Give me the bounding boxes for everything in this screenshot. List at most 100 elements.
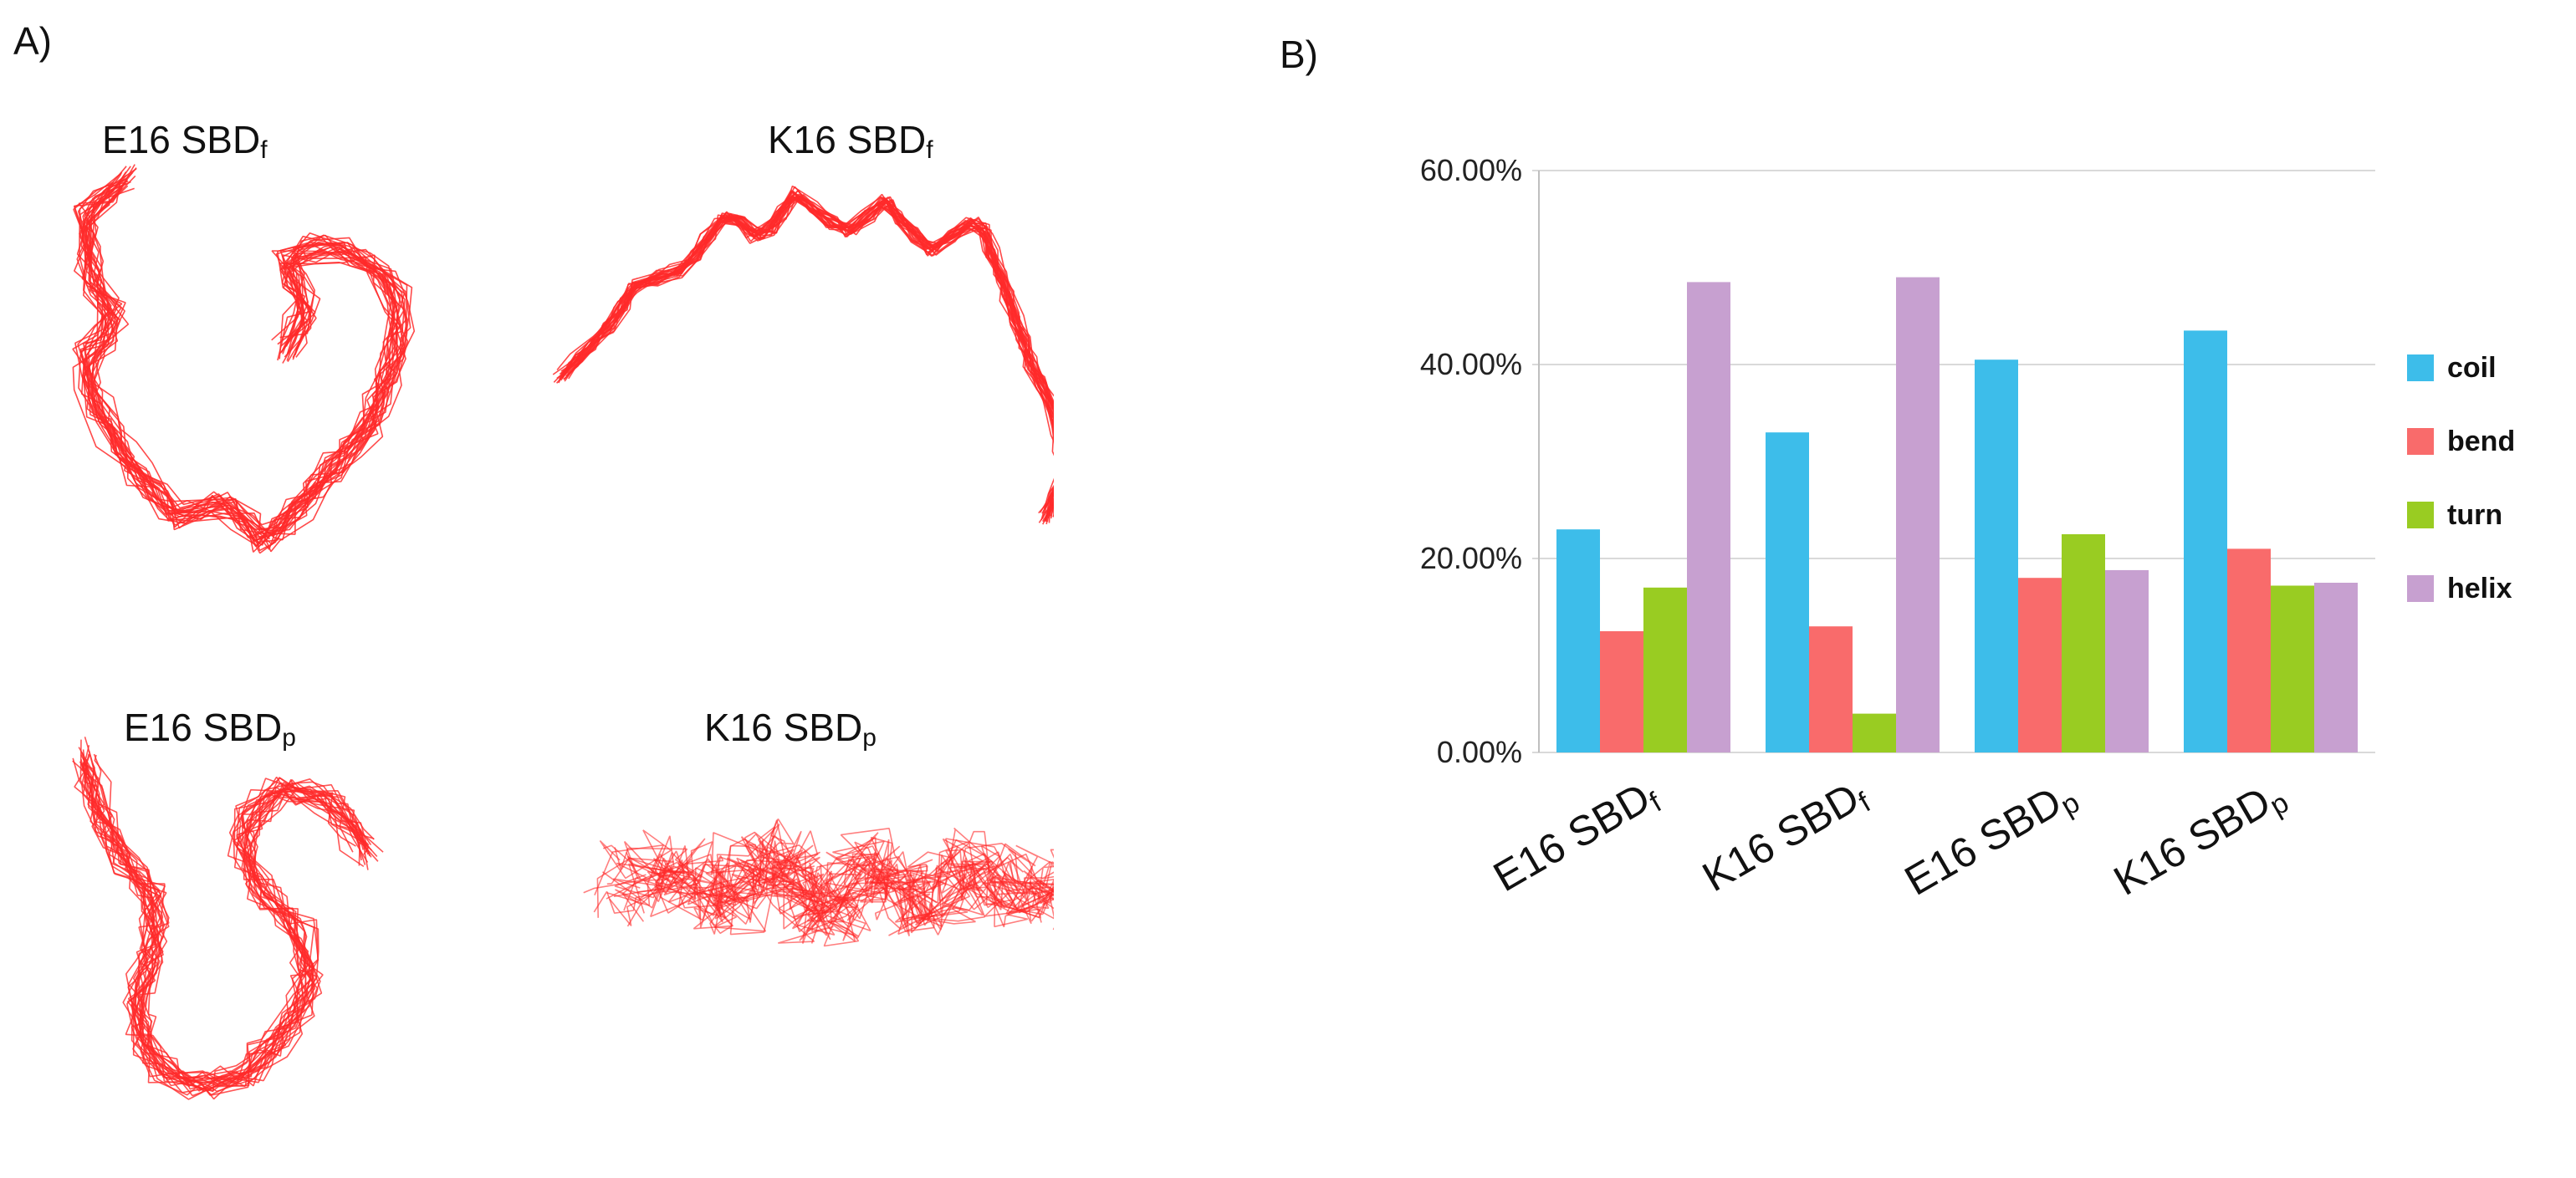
bar-coil-3 [1975,360,2018,752]
conformer-trace [76,174,397,553]
conformer-trace [74,181,396,538]
conformer-trace [72,181,399,538]
conformer-ensemble [72,737,384,1100]
bar-bend-3 [2018,578,2062,752]
conformer-trace [77,179,396,546]
bar-bend-2 [1809,626,1853,752]
legend-item-bend: bend [2407,425,2515,458]
conformer-trace [81,758,364,1084]
structure-title-e16-sbdf: E16 SBDf [102,118,268,164]
bar-turn-4 [2271,585,2314,752]
conformer-trace [565,193,1054,510]
structure-title-k16-sbdp: K16 SBDp [704,706,877,752]
conformer-trace [553,190,1054,522]
conformer-ensemble [552,185,1054,525]
conformer-trace [552,196,1054,523]
conformer-trace [559,196,1054,514]
legend-swatch-coil [2407,354,2434,381]
legend-label-helix: helix [2447,572,2512,604]
conformer-ensemble [583,818,1054,947]
structure-title-e16-sbdp: E16 SBDp [124,706,296,752]
conformer-trace [72,757,372,1085]
conformer-trace [82,749,378,1093]
conformer-trace [563,195,1054,514]
x-tick-label: E16 SBDp [1897,770,2085,908]
bar-helix-2 [1896,277,1940,753]
conformer-trace [80,759,367,1088]
conformer-trace [560,193,1054,523]
structure-e16-sbdf [72,164,416,554]
bar-turn-1 [1643,587,1687,752]
conformer-trace [561,191,1054,521]
legend-item-helix: helix [2407,572,2515,605]
conformer-trace [79,763,369,1085]
conformer-trace [94,754,375,1092]
legend-label-turn: turn [2447,498,2503,531]
conformer-trace [84,166,408,535]
legend-swatch-helix [2407,575,2434,602]
conformer-trace [562,196,1054,523]
conformer-trace [74,178,396,538]
conformer-ensemble [72,164,416,554]
conformer-trace [559,191,1054,515]
bar-bend-4 [2227,548,2271,752]
conformer-trace [84,763,370,1092]
bar-helix-1 [1687,282,1730,752]
legend-item-turn: turn [2407,498,2515,532]
legend-item-coil: coil [2407,351,2515,385]
conformer-trace [82,757,366,1087]
chart-legend: coil bend turn helix [2407,351,2515,645]
conformer-trace [560,190,1054,523]
conformer-trace [559,193,1054,519]
conformer-trace [72,760,373,1100]
panel-b-label: B) [1280,33,1318,76]
structure-k16-sbdf [552,185,1054,525]
legend-label-bend: bend [2447,425,2516,457]
y-tick-label: 40.00% [1420,347,1522,381]
conformer-trace [79,180,399,543]
conformer-trace [583,844,1043,941]
conformer-trace [81,166,408,545]
x-tick-label: K16 SBDf [1694,770,1876,905]
bar-coil-2 [1766,432,1809,752]
conformer-trace [559,197,1054,525]
bar-helix-3 [2105,569,2149,752]
structure-e16-sbdp [72,737,384,1100]
conformer-trace [79,172,405,542]
structure-title-k16-sbdf: K16 SBDf [768,118,933,164]
conformer-trace [74,171,396,543]
y-tick-label: 20.00% [1420,541,1522,575]
conformer-trace [561,196,1054,521]
conformer-trace [623,835,1054,923]
conformer-trace [606,836,1054,941]
conformer-trace [602,841,1054,931]
bar-bend-1 [1600,631,1643,752]
x-tick-label: K16 SBDp [2106,770,2294,908]
y-tick-label: 60.00% [1420,153,1522,187]
x-tick-label: E16 SBDf [1485,770,1667,905]
conformer-trace [558,196,1054,523]
bar-turn-2 [1853,713,1896,752]
conformer-trace [81,185,406,550]
conformer-trace [555,198,1054,525]
conformer-trace [556,190,1054,514]
conformer-trace [79,171,407,533]
conformer-trace [84,758,371,1085]
conformer-trace [84,164,408,546]
legend-label-coil: coil [2447,351,2497,384]
bar-coil-1 [1556,529,1600,752]
conformer-trace [556,195,1054,523]
conformer-trace [79,186,406,541]
legend-swatch-turn [2407,502,2434,528]
conformer-trace [85,181,402,552]
structure-k16-sbdp [583,818,1054,947]
y-tick-label: 0.00% [1437,735,1522,769]
secondary-structure-bar-chart: 0.00% 20.00% 40.00% 60.00% E16 SBDf K16 SBDf E… [1420,153,2375,908]
panel-a-label: A) [13,19,52,63]
conformer-trace [72,185,401,548]
conformer-trace [563,196,1054,518]
bar-helix-4 [2314,583,2358,752]
conformer-trace [84,187,416,553]
bar-turn-3 [2062,534,2105,752]
conformer-trace [73,179,404,548]
